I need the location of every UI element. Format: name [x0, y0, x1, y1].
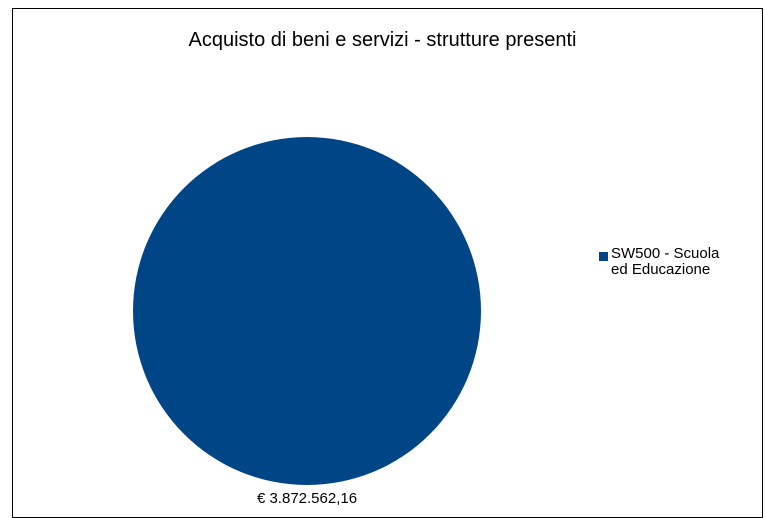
pie-data-labels: € 3.872.562,16 — [257, 490, 357, 507]
legend-swatch — [599, 252, 608, 261]
legend: SW500 - Scuola ed Educazione — [599, 246, 721, 278]
pie-slices — [133, 137, 481, 485]
pie-slice — [133, 137, 481, 485]
legend-label: SW500 - Scuola ed Educazione — [611, 245, 720, 278]
chart-title: Acquisto di beni e servizi - strutture p… — [188, 29, 577, 51]
pie-data-label: € 3.872.562,16 — [257, 490, 357, 507]
